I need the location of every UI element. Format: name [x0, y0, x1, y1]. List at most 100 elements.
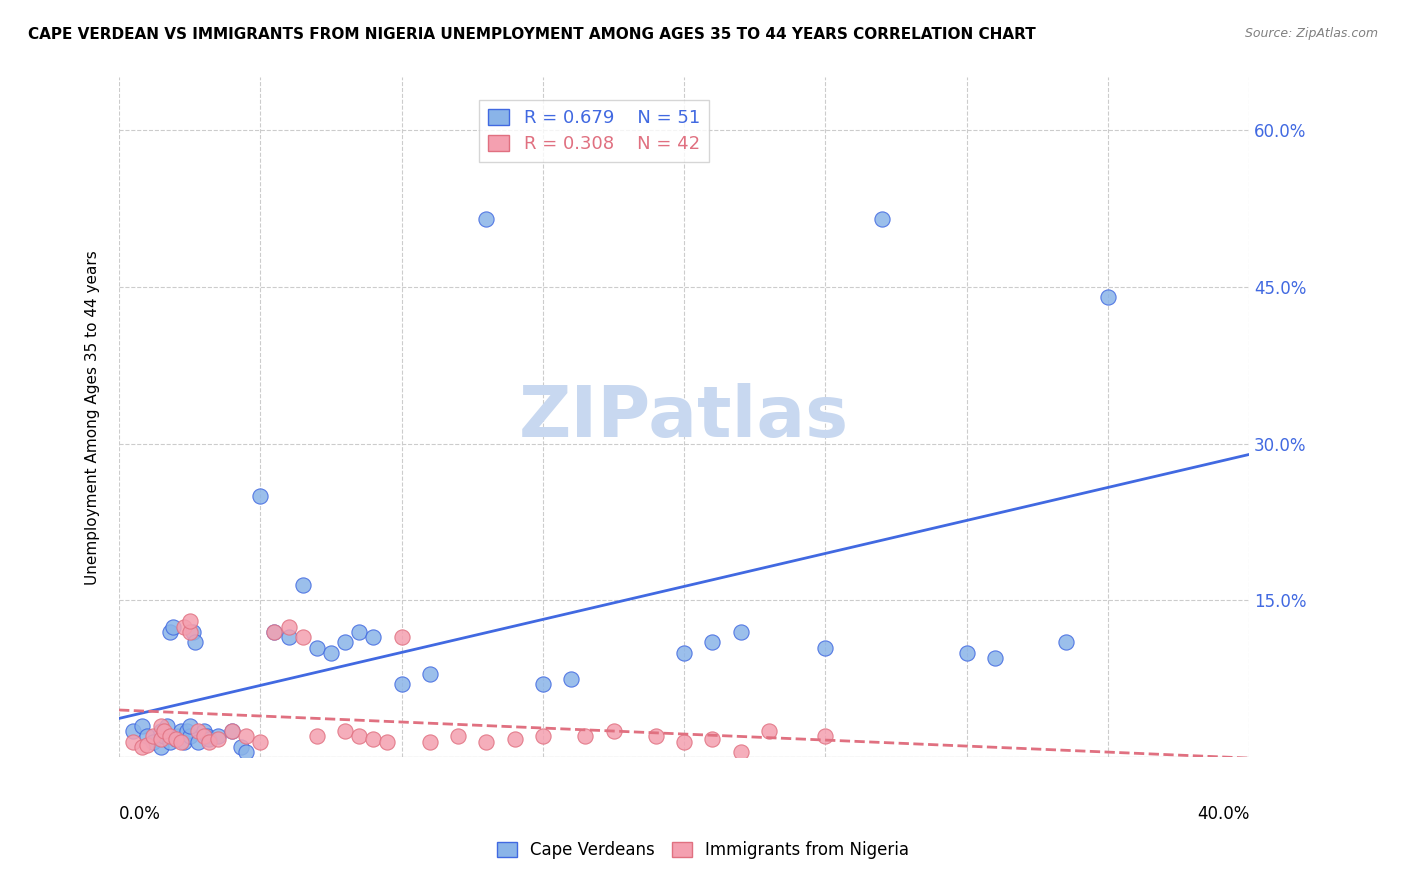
Point	[363, 630, 385, 644]
Point	[221, 724, 243, 739]
Point	[475, 735, 498, 749]
Point	[814, 640, 837, 655]
Point	[235, 730, 257, 744]
Point	[347, 624, 370, 639]
Point	[193, 724, 215, 739]
Point	[503, 731, 526, 746]
Point	[176, 724, 198, 739]
Point	[159, 735, 181, 749]
Point	[198, 735, 221, 749]
Point	[347, 730, 370, 744]
Point	[198, 731, 221, 746]
Point	[560, 672, 582, 686]
Point	[305, 640, 328, 655]
Point	[179, 624, 201, 639]
Point	[142, 735, 165, 749]
Point	[207, 730, 229, 744]
Text: ZIPatlas: ZIPatlas	[519, 383, 849, 452]
Point	[377, 735, 399, 749]
Point	[153, 724, 176, 739]
Legend: R = 0.679    N = 51, R = 0.308    N = 42: R = 0.679 N = 51, R = 0.308 N = 42	[478, 100, 709, 161]
Point	[235, 745, 257, 759]
Point	[195, 730, 218, 744]
Point	[956, 646, 979, 660]
Point	[305, 730, 328, 744]
Point	[153, 730, 176, 744]
Point	[645, 730, 668, 744]
Text: 40.0%: 40.0%	[1197, 805, 1250, 823]
Point	[870, 211, 893, 226]
Text: Source: ZipAtlas.com: Source: ZipAtlas.com	[1244, 27, 1378, 40]
Point	[673, 646, 696, 660]
Point	[574, 730, 596, 744]
Point	[363, 731, 385, 746]
Point	[122, 735, 145, 749]
Point	[475, 211, 498, 226]
Point	[1054, 635, 1077, 649]
Point	[263, 624, 285, 639]
Point	[447, 730, 470, 744]
Point	[673, 735, 696, 749]
Point	[814, 730, 837, 744]
Point	[136, 730, 159, 744]
Point	[277, 630, 299, 644]
Point	[150, 719, 173, 733]
Point	[419, 735, 441, 749]
Point	[142, 730, 165, 744]
Point	[181, 624, 204, 639]
Point	[419, 666, 441, 681]
Point	[333, 635, 356, 649]
Point	[170, 735, 193, 749]
Point	[249, 489, 271, 503]
Point	[159, 730, 181, 744]
Point	[319, 646, 342, 660]
Point	[131, 739, 153, 754]
Point	[159, 624, 181, 639]
Point	[173, 620, 195, 634]
Point	[263, 624, 285, 639]
Point	[187, 724, 209, 739]
Text: 0.0%: 0.0%	[120, 805, 160, 823]
Point	[702, 635, 724, 649]
Point	[156, 719, 179, 733]
Point	[165, 731, 187, 746]
Point	[291, 578, 314, 592]
Point	[179, 719, 201, 733]
Point	[602, 724, 624, 739]
Point	[221, 724, 243, 739]
Point	[984, 651, 1007, 665]
Point	[730, 745, 752, 759]
Point	[730, 624, 752, 639]
Point	[167, 730, 190, 744]
Point	[291, 630, 314, 644]
Text: CAPE VERDEAN VS IMMIGRANTS FROM NIGERIA UNEMPLOYMENT AMONG AGES 35 TO 44 YEARS C: CAPE VERDEAN VS IMMIGRANTS FROM NIGERIA …	[28, 27, 1036, 42]
Point	[531, 677, 554, 691]
Point	[193, 730, 215, 744]
Legend: Cape Verdeans, Immigrants from Nigeria: Cape Verdeans, Immigrants from Nigeria	[491, 835, 915, 866]
Point	[122, 724, 145, 739]
Point	[173, 735, 195, 749]
Point	[165, 731, 187, 746]
Point	[391, 677, 413, 691]
Point	[150, 739, 173, 754]
Point	[162, 620, 184, 634]
Point	[702, 731, 724, 746]
Point	[229, 739, 252, 754]
Point	[249, 735, 271, 749]
Point	[391, 630, 413, 644]
Point	[207, 731, 229, 746]
Point	[333, 724, 356, 739]
Point	[131, 719, 153, 733]
Point	[150, 724, 173, 739]
Point	[277, 620, 299, 634]
Point	[187, 735, 209, 749]
Point	[184, 635, 207, 649]
Point	[170, 724, 193, 739]
Point	[758, 724, 780, 739]
Point	[150, 731, 173, 746]
Point	[531, 730, 554, 744]
Point	[1097, 290, 1119, 304]
Point	[179, 730, 201, 744]
Y-axis label: Unemployment Among Ages 35 to 44 years: Unemployment Among Ages 35 to 44 years	[86, 250, 100, 585]
Point	[179, 615, 201, 629]
